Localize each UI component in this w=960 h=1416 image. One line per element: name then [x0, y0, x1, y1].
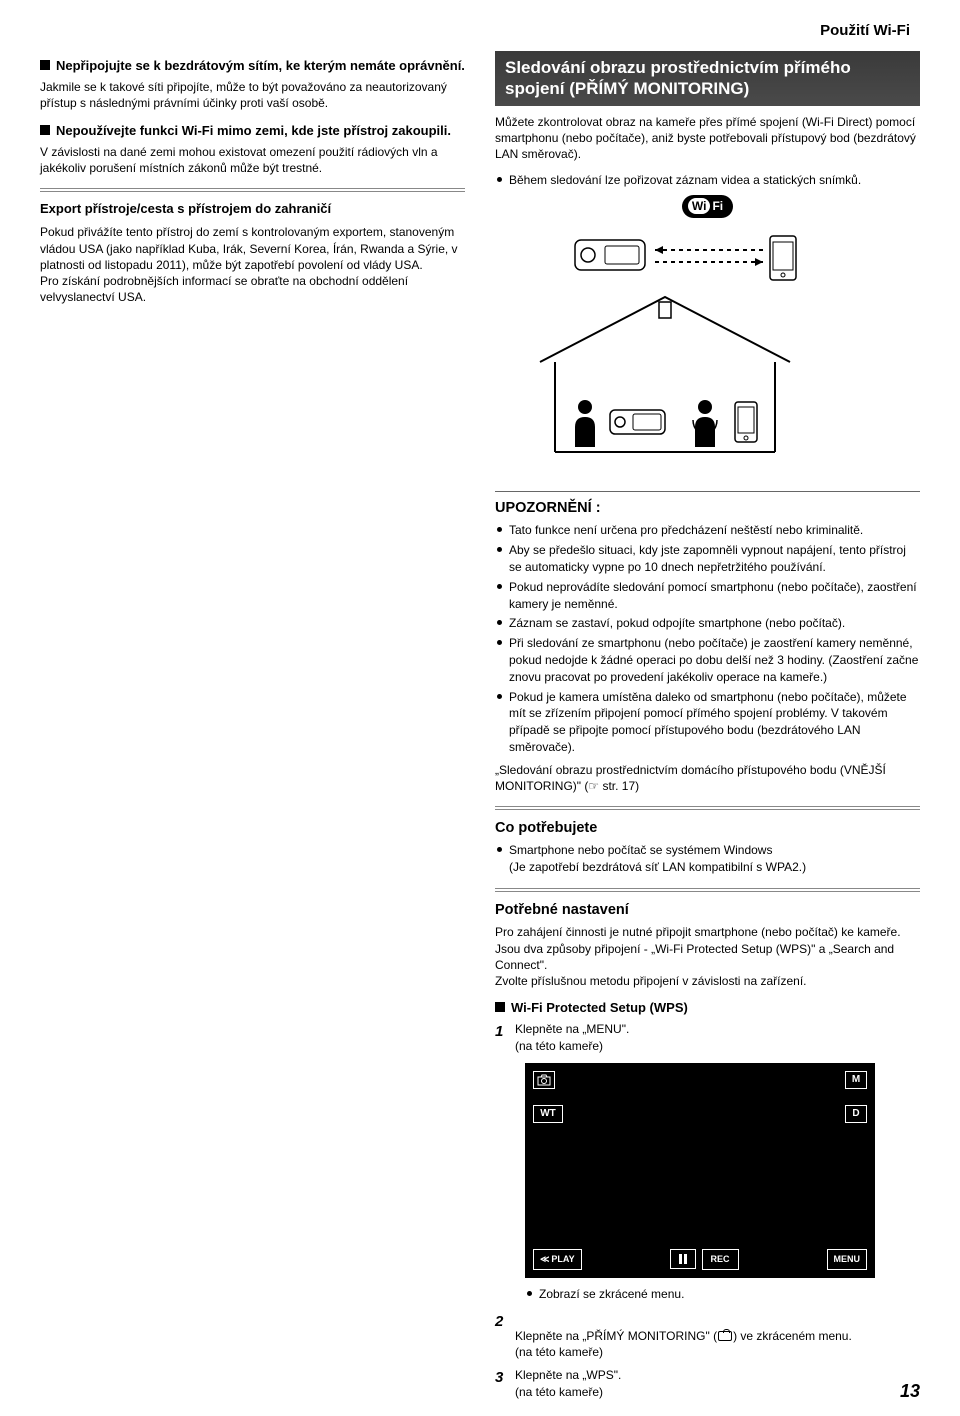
upozorneni-list: Tato funkce není určena pro předcházení … — [495, 522, 920, 755]
left-column: Nepřipojujte se k bezdrátovým sítím, ke … — [40, 51, 465, 1407]
screen-play-button[interactable]: ≪ PLAY — [533, 1249, 582, 1270]
upozorneni-item: Pokud je kamera umístěna daleko od smart… — [495, 689, 920, 756]
screen-rec-button[interactable]: REC — [702, 1249, 739, 1270]
upozorneni-item: Aby se předešlo situaci, kdy jste zapomn… — [495, 542, 920, 576]
right-column: Sledování obrazu prostřednictvím přímého… — [495, 51, 920, 1407]
lock-icon — [718, 1331, 732, 1341]
screen-pause-button[interactable] — [670, 1249, 696, 1269]
warning-body-2: V závislosti na dané zemi mohou existova… — [40, 144, 465, 176]
numbered-steps: 1 Klepněte na „MENU". (na této kameře) M… — [495, 1021, 920, 1400]
square-bullet-icon — [495, 1002, 505, 1012]
warning-heading-2-text: Nepoužívejte funkci Wi-Fi mimo zemi, kde… — [56, 122, 451, 140]
warning-heading-1: Nepřipojujte se k bezdrátovým sítím, ke … — [40, 57, 465, 75]
step-text: Klepněte na „WPS". (na této kameře) — [515, 1367, 920, 1401]
step-number: 2 — [495, 1311, 515, 1332]
potrebne-body: Pro zahájení činnosti je nutné připojit … — [495, 924, 920, 989]
step-2-before: Klepněte na „PŘÍMÝ MONITORING" ( — [515, 1329, 717, 1343]
co-list: Smartphone nebo počítač se systémem Wind… — [495, 842, 920, 876]
warning-body-1: Jakmile se k takové síti připojíte, může… — [40, 79, 465, 111]
wps-heading-text: Wi-Fi Protected Setup (WPS) — [511, 999, 688, 1017]
wifi-badge-wi: Wi — [688, 198, 711, 214]
screen-menu-button[interactable]: MENU — [827, 1249, 868, 1270]
step-number: 1 — [495, 1021, 515, 1042]
step-3: 3 Klepněte na „WPS". (na této kameře) — [495, 1367, 920, 1401]
play-chevron-icon: ≪ — [540, 1253, 549, 1266]
step-text: Klepněte na „MENU". (na této kameře) — [515, 1021, 920, 1055]
wifi-badge-fi: Fi — [712, 199, 723, 213]
upozorneni-item: Pokud neprovádíte sledování pomocí smart… — [495, 579, 920, 613]
upozorneni-item: Záznam se zastaví, pokud odpojíte smartp… — [495, 615, 920, 632]
main-section-header: Sledování obrazu prostřednictvím přímého… — [495, 51, 920, 106]
divider — [495, 491, 920, 492]
camera-screen: M WT D ≪ PLAY REC MENU — [525, 1063, 875, 1278]
two-column-layout: Nepřipojujte se k bezdrátovým sítím, ke … — [40, 51, 920, 1407]
intro-text: Můžete zkontrolovat obraz na kameře přes… — [495, 114, 920, 163]
screen-note-list: Zobrazí se zkrácené menu. — [525, 1286, 920, 1303]
step-number: 3 — [495, 1367, 515, 1388]
screen-d-button[interactable]: D — [845, 1105, 867, 1123]
upozorneni-item: Při sledování ze smartphonu (nebo počíta… — [495, 635, 920, 685]
upozorneni-title: UPOZORNĚNÍ : — [495, 498, 920, 518]
upozorneni-item: Tato funkce není určena pro předcházení … — [495, 522, 920, 539]
screen-camera-icon[interactable] — [533, 1071, 555, 1089]
screen-m-button[interactable]: M — [845, 1071, 867, 1089]
play-label: PLAY — [551, 1253, 574, 1266]
upozorneni-footer: „Sledování obrazu prostřednictvím domácí… — [495, 762, 920, 794]
page-header: Použití Wi-Fi — [40, 20, 920, 41]
screen-wt-button[interactable]: WT — [533, 1105, 563, 1123]
intro-bullet-list: Během sledování lze pořizovat záznam vid… — [495, 172, 920, 189]
wps-heading: Wi-Fi Protected Setup (WPS) — [495, 999, 920, 1017]
square-bullet-icon — [40, 60, 50, 70]
screen-note: Zobrazí se zkrácené menu. — [525, 1286, 920, 1303]
step-2: 2 Klepněte na „PŘÍMÝ MONITORING" () ve z… — [495, 1311, 920, 1361]
square-bullet-icon — [40, 125, 50, 135]
co-title: Co potřebujete — [495, 818, 920, 838]
wifi-badge-inner: WiFi — [682, 195, 733, 218]
co-item: Smartphone nebo počítač se systémem Wind… — [495, 842, 920, 876]
divider — [495, 806, 920, 810]
wifi-badge: WiFi — [495, 195, 920, 218]
export-body: Pokud přivážíte tento přístroj do zemí s… — [40, 224, 465, 305]
step-text: Klepněte na „PŘÍMÝ MONITORING" () ve zkr… — [515, 1311, 920, 1361]
export-title: Export přístroje/cesta s přístrojem do z… — [40, 200, 465, 218]
screen-center-buttons: REC — [670, 1249, 739, 1270]
divider — [495, 888, 920, 892]
screen-bottom-row: ≪ PLAY REC MENU — [533, 1249, 867, 1270]
divider — [40, 188, 465, 192]
step-1: 1 Klepněte na „MENU". (na této kameře) — [495, 1021, 920, 1055]
page-number: 13 — [900, 1379, 920, 1404]
warning-heading-2: Nepoužívejte funkci Wi-Fi mimo zemi, kde… — [40, 122, 465, 140]
intro-bullet-item: Během sledování lze pořizovat záznam vid… — [495, 172, 920, 189]
potrebne-title: Potřebné nastavení — [495, 900, 920, 920]
warning-heading-1-text: Nepřipojujte se k bezdrátovým sítím, ke … — [56, 57, 465, 75]
connection-diagram — [495, 232, 835, 462]
